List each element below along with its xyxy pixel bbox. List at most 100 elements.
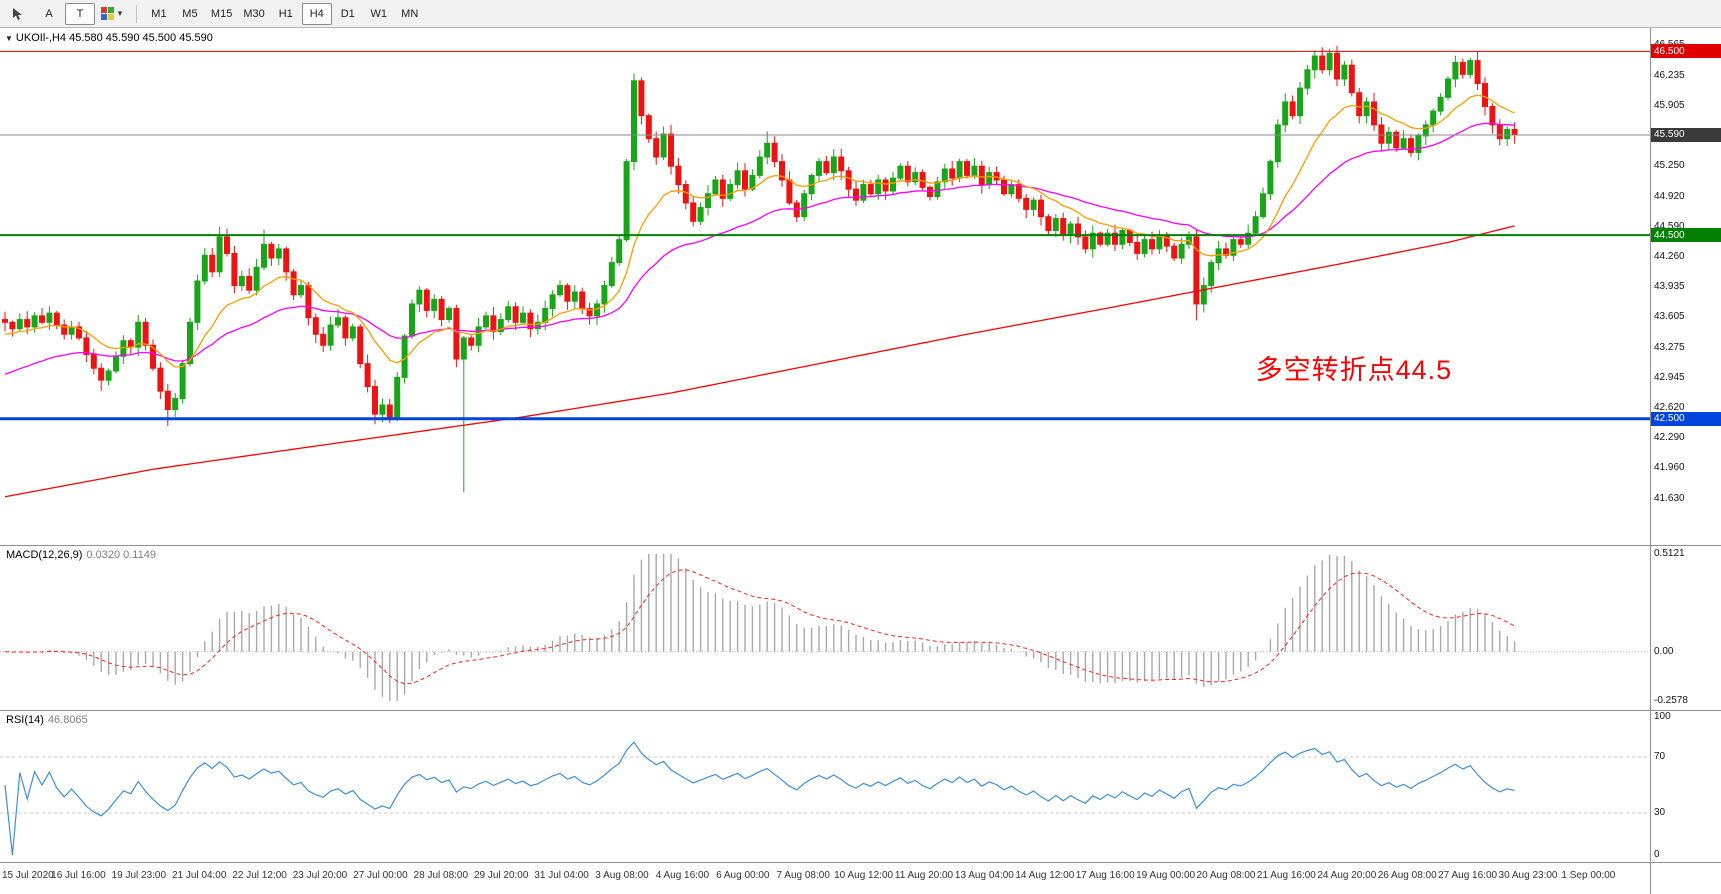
price-axis-label: 44.260 <box>1654 251 1685 263</box>
chart-title: ▼ UKOIl-,H4 45.580 45.590 45.500 45.590 <box>5 32 213 44</box>
timeframe-button-H4[interactable]: H4 <box>301 2 332 25</box>
cursor-arrow-icon <box>13 7 22 20</box>
time-axis-label: 27 Jul 00:00 <box>353 870 408 881</box>
text-annotation-button[interactable]: A <box>45 7 53 20</box>
level-lines-layer <box>0 50 1650 421</box>
time-axis-label: 19 Aug 00:00 <box>1136 870 1196 881</box>
rsi-axis-label: 100 <box>1654 711 1671 722</box>
palette-icon <box>101 7 114 20</box>
time-axis-label: 14 Aug 12:00 <box>1015 870 1075 881</box>
price-axis-label: 45.905 <box>1654 100 1685 112</box>
rsi-label: RSI(14) 46.8065 <box>6 714 88 726</box>
macd-name: MACD(12,26,9) <box>6 549 83 561</box>
time-axis-label: 13 Aug 04:00 <box>954 870 1014 881</box>
cursor-icon[interactable] <box>3 3 33 25</box>
time-axis-label: 16 Jul 16:00 <box>51 870 106 881</box>
toolbar-separator <box>135 4 137 23</box>
timeframe-button-M5[interactable]: M5 <box>182 7 198 20</box>
macd-axis-label: 0.00 <box>1654 645 1674 657</box>
time-axis-label: 26 Aug 08:00 <box>1377 870 1437 881</box>
price-axis-label: 41.960 <box>1654 462 1685 474</box>
time-axis-label: 15 Jul 2020 <box>2 870 54 881</box>
chevron-down-icon: ▼ <box>116 9 124 18</box>
price-chart-panel[interactable]: ▼ UKOIl-,H4 45.580 45.590 45.500 45.590 多… <box>0 28 1721 545</box>
ma-medium-line <box>4 122 1515 375</box>
toolbar: A T ▼ M1 M5 M15 M30 H1 H4 D1 W1 MN <box>0 0 1721 28</box>
macd-axis-label: 0.5121 <box>1654 548 1685 559</box>
time-axis-label: 23 Jul 20:00 <box>292 870 348 881</box>
macd-axis: 0.5121 0.00 -0.2578 <box>1650 546 1721 710</box>
rsi-name: RSI(14) <box>6 714 44 726</box>
time-axis-label: 28 Jul 08:00 <box>413 870 469 881</box>
chart-title-text: UKOIl-,H4 45.580 45.590 45.500 45.590 <box>15 32 213 44</box>
timeframe-button-W1[interactable]: W1 <box>370 7 387 20</box>
time-axis-label: 31 Jul 04:00 <box>534 870 589 881</box>
price-axis-label: 42.620 <box>1654 401 1685 413</box>
time-axis-label: 21 Aug 16:00 <box>1256 870 1316 881</box>
ma-fast-line <box>4 94 1515 368</box>
time-axis-label: 11 Aug 20:00 <box>894 870 954 881</box>
time-axis-label: 24 Aug 20:00 <box>1317 870 1377 881</box>
timeframe-button-MN[interactable]: MN <box>401 7 419 20</box>
level-price-badge: 46.500 <box>1651 44 1721 59</box>
timeframe-group: M1 M5 M15 M30 H1 H4 D1 W1 MN <box>144 2 425 25</box>
time-axis-label: 21 Jul 04:00 <box>171 870 227 881</box>
rsi-value: 46.8065 <box>47 714 88 726</box>
chart-annotation-text: 多空转折点44.5 <box>1255 355 1453 386</box>
time-axis-label: 30 Aug 23:00 <box>1498 870 1558 881</box>
time-axis-label: 4 Aug 16:00 <box>655 870 710 881</box>
time-axis-label: 6 Aug 00:00 <box>716 870 770 881</box>
rsi-axis-label: 30 <box>1654 807 1666 818</box>
rsi-axis-label: 0 <box>1654 849 1660 860</box>
time-axis-corner <box>1650 863 1721 894</box>
price-axis-label: 41.630 <box>1654 492 1685 504</box>
timeframe-button-M15[interactable]: M15 <box>210 7 233 20</box>
macd-axis-label: -0.2578 <box>1654 695 1688 706</box>
price-axis-label: 44.920 <box>1654 190 1685 202</box>
time-axis-label: 27 Aug 16:00 <box>1438 870 1498 881</box>
macd-chart-svg[interactable] <box>0 546 1650 711</box>
candles-layer <box>2 45 1518 493</box>
macd-values: 0.0320 0.1149 <box>86 549 156 561</box>
macd-panel[interactable]: MACD(12,26,9) 0.0320 0.1149 0.5121 0.00 -0.… <box>0 545 1721 710</box>
rsi-chart-svg[interactable] <box>0 711 1650 863</box>
rsi-axis-label: 70 <box>1654 751 1666 762</box>
time-axis-label: 20 Aug 08:00 <box>1196 870 1256 881</box>
palette-button[interactable]: ▼ <box>96 3 129 25</box>
timeframe-button-M1[interactable]: M1 <box>151 7 167 20</box>
timeframe-button-D1[interactable]: D1 <box>340 7 355 20</box>
timeframe-button-H1[interactable]: H1 <box>278 7 293 20</box>
price-chart-svg[interactable] <box>0 28 1650 545</box>
price-axis-label: 42.945 <box>1654 371 1685 383</box>
price-axis-label: 46.235 <box>1654 69 1685 81</box>
level-price-badge: 42.500 <box>1651 411 1721 426</box>
price-axis-label: 43.605 <box>1654 311 1685 323</box>
time-axis-label: 29 Jul 20:00 <box>473 870 529 881</box>
price-axis-label: 45.250 <box>1654 160 1685 172</box>
text-tool-button[interactable]: T <box>65 2 95 25</box>
macd-histogram-layer <box>11 554 1516 701</box>
time-axis-label: 3 Aug 08:00 <box>595 870 649 881</box>
level-price-badge: 44.500 <box>1651 228 1721 243</box>
time-axis-label: 10 Aug 12:00 <box>834 870 894 881</box>
macd-signal-line <box>4 569 1515 685</box>
time-axis-label: 7 Aug 08:00 <box>776 870 830 881</box>
price-axis[interactable]: 46.56546.23545.90545.25044.92044.59044.2… <box>1650 28 1721 545</box>
collapse-triangle-icon[interactable]: ▼ <box>5 34 13 43</box>
current-price-badge: 45.590 <box>1651 127 1721 142</box>
time-axis-label: 1 Sep 00:00 <box>1561 870 1616 881</box>
rsi-line <box>4 741 1515 856</box>
time-axis-label: 17 Aug 16:00 <box>1075 870 1135 881</box>
time-axis[interactable]: 15 Jul 2020 16 Jul 16:00 19 Jul 23:00 21 Ju… <box>0 862 1721 894</box>
timeframe-button-M30[interactable]: M30 <box>243 7 265 20</box>
moving-averages-layer <box>4 94 1515 498</box>
rsi-axis: 100 70 30 0 <box>1650 711 1721 862</box>
price-axis-label: 43.275 <box>1654 341 1685 353</box>
rsi-panel[interactable]: RSI(14) 46.8065 100 70 30 0 <box>0 710 1721 862</box>
price-axis-label: 44.590 <box>1654 220 1685 232</box>
macd-label: MACD(12,26,9) 0.0320 0.1149 <box>6 549 156 561</box>
price-axis-label: 43.935 <box>1654 280 1685 292</box>
time-axis-label: 22 Jul 12:00 <box>232 870 287 881</box>
time-axis-label: 19 Jul 23:00 <box>111 870 167 881</box>
